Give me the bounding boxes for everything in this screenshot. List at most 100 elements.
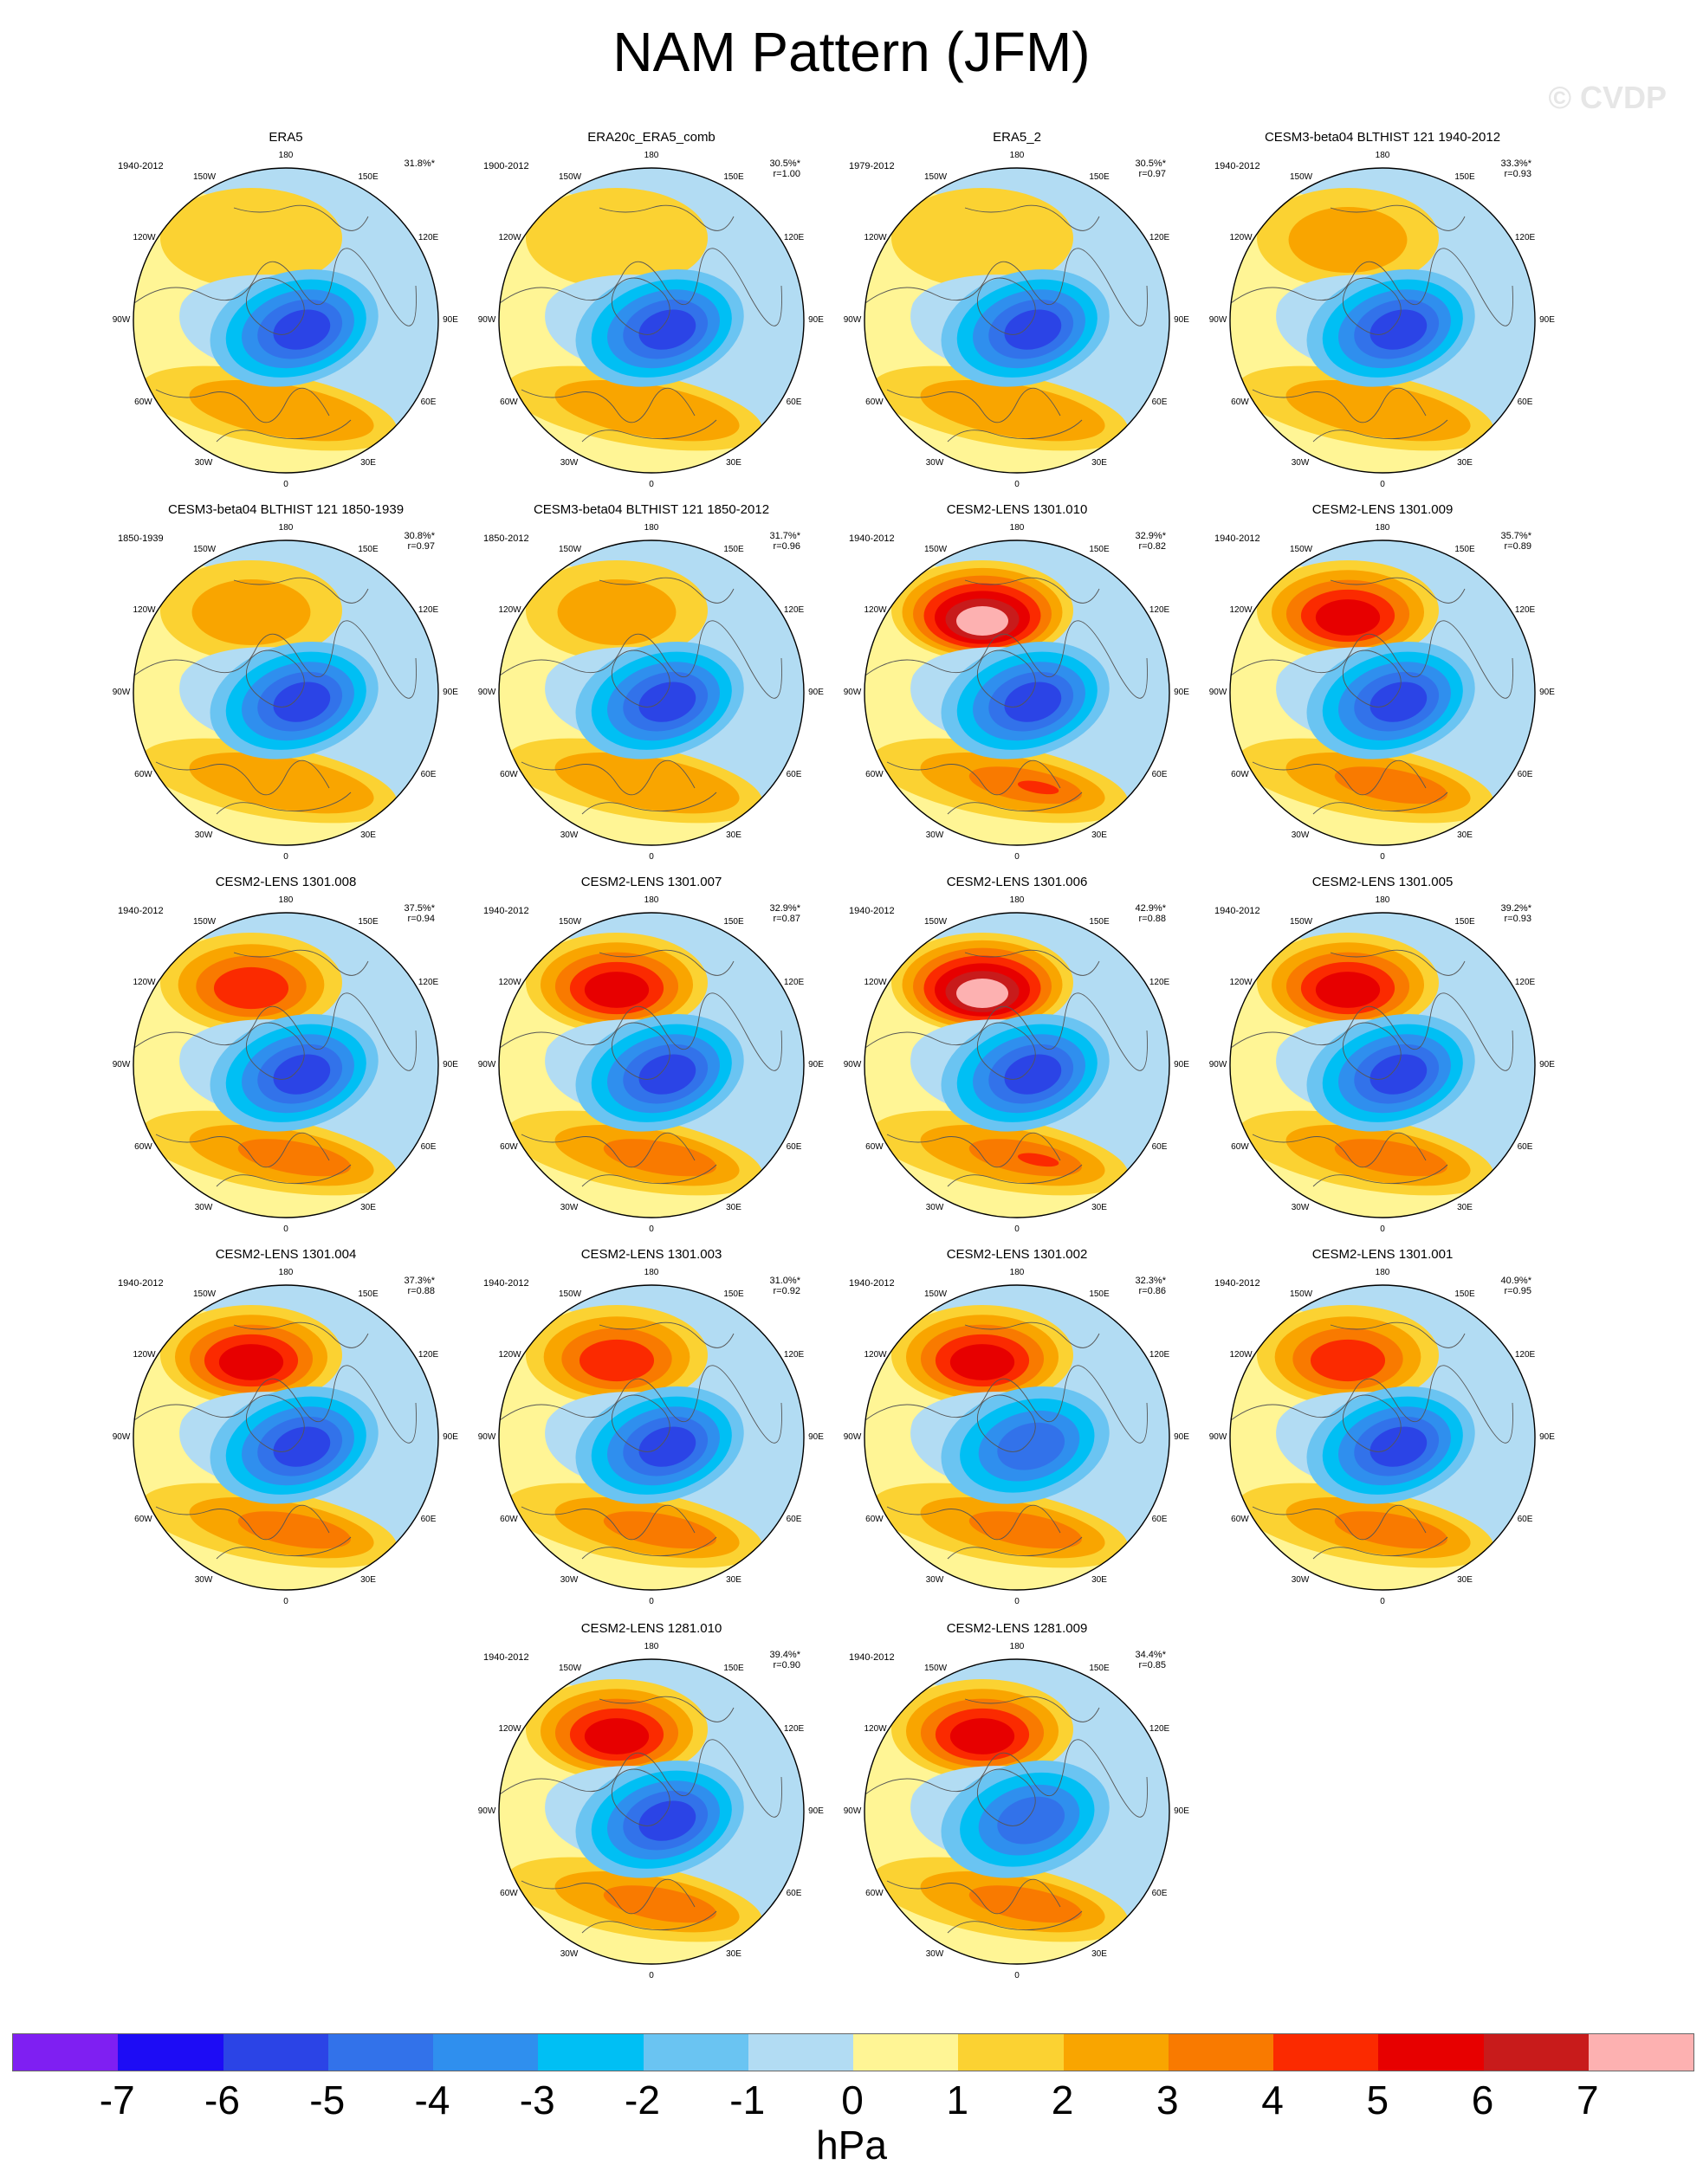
longitude-label: 120E xyxy=(783,1350,805,1360)
map-boundary xyxy=(133,912,439,1218)
longitude-label: 0 xyxy=(1380,480,1385,489)
longitude-label: 90W xyxy=(477,315,496,325)
map-panel: CESM2-LENS 1301.001 1940-2012 40.9%* r=0.95… xyxy=(1201,1247,1564,1611)
longitude-label: 60W xyxy=(865,397,884,407)
longitude-label: 150W xyxy=(1290,545,1313,555)
longitude-label: 60W xyxy=(500,397,518,407)
polar-map xyxy=(133,167,439,474)
panel-variance: 32.9%* r=0.82 xyxy=(1136,531,1166,552)
longitude-label: 120W xyxy=(864,605,887,615)
longitude-label: 60W xyxy=(1231,770,1249,779)
map-boundary xyxy=(133,167,439,474)
map-panel: CESM3-beta04 BLTHIST 121 1940-2012 1940-2… xyxy=(1201,130,1564,494)
panel-title: ERA5 xyxy=(269,130,303,145)
panel-title: CESM2-LENS 1301.007 xyxy=(580,875,722,889)
panel-variance: 31.0%* r=0.92 xyxy=(770,1276,800,1296)
longitude-label: 60E xyxy=(786,1142,802,1152)
longitude-label: 30W xyxy=(1291,457,1310,468)
longitude-label: 180 xyxy=(1375,523,1390,533)
longitude-label: 120E xyxy=(418,233,439,242)
colorbar-swatch xyxy=(643,2034,748,2071)
arctic-negative-anomaly xyxy=(638,682,696,722)
variance-explained: 37.3%* xyxy=(404,1276,435,1286)
longitude-label: 150E xyxy=(358,917,379,927)
pacific-positive-anomaly xyxy=(579,1339,655,1382)
coastlines xyxy=(499,1696,782,1934)
panel-title: CESM2-LENS 1281.009 xyxy=(946,1621,1088,1636)
figure-title: NAM Pattern (JFM) xyxy=(612,21,1091,83)
longitude-label: 0 xyxy=(1014,1971,1020,1980)
arctic-negative-anomaly xyxy=(273,309,331,350)
longitude-label: 0 xyxy=(1380,852,1385,862)
watermark: © CVDP xyxy=(1548,80,1667,115)
longitude-label: 60E xyxy=(1151,1515,1168,1524)
pacific-positive-anomaly xyxy=(949,1718,1015,1754)
variance-explained: 35.7%* xyxy=(1500,531,1531,541)
pacific-positive-anomaly xyxy=(1288,207,1408,273)
variance-explained: 34.4%* xyxy=(1135,1650,1166,1660)
longitude-label: 150E xyxy=(1089,917,1110,927)
longitude-label: 30W xyxy=(194,457,213,468)
longitude-label: 90E xyxy=(1174,1432,1189,1442)
map-panel: ERA5 1940-2012 31.8%* 180 150E 120E 90E 60E 30E 0… xyxy=(104,130,468,494)
longitude-label: 30E xyxy=(360,830,376,840)
coastlines xyxy=(864,1696,1148,1934)
panel-title: CESM2-LENS 1301.003 xyxy=(580,1247,722,1262)
longitude-label: 150W xyxy=(193,172,217,183)
map-panel: CESM3-beta04 BLTHIST 121 1850-2012 1850-2… xyxy=(469,502,833,866)
pacific-positive-anomaly xyxy=(526,188,708,288)
longitude-label: 30E xyxy=(726,1574,741,1585)
pattern-correlation: r=0.88 xyxy=(1138,914,1167,924)
weak-negative-region xyxy=(530,1659,790,1695)
longitude-label: 30E xyxy=(360,1574,376,1585)
longitude-label: 30W xyxy=(1291,830,1310,840)
coastlines xyxy=(499,949,782,1187)
polar-map xyxy=(498,1658,805,1965)
pacific-positive-anomaly xyxy=(1310,1339,1386,1382)
longitude-label: 60W xyxy=(134,1515,152,1524)
arctic-negative-anomaly xyxy=(638,309,696,350)
longitude-label: 90W xyxy=(112,315,131,325)
longitude-label: 30W xyxy=(560,1948,579,1959)
colorbar-tick-label: -5 xyxy=(309,2077,346,2123)
panel-variance: 42.9%* r=0.88 xyxy=(1136,903,1166,924)
pacific-positive-anomaly xyxy=(213,966,289,1010)
longitude-label: 60E xyxy=(1151,1142,1168,1152)
coastlines xyxy=(499,577,782,815)
longitude-label: 60E xyxy=(1151,770,1168,779)
panel-variance: 39.2%* r=0.93 xyxy=(1501,903,1531,924)
colorbar-swatch xyxy=(118,2034,223,2071)
longitude-label: 120E xyxy=(418,605,439,615)
longitude-label: 60E xyxy=(1151,397,1168,407)
polar-map xyxy=(498,1284,805,1591)
longitude-label: 60W xyxy=(134,397,152,407)
variance-explained: 32.3%* xyxy=(1135,1276,1166,1286)
weak-negative-region xyxy=(896,1285,1156,1321)
panel-years: 1979-2012 xyxy=(849,161,895,171)
longitude-label: 30E xyxy=(1091,1202,1107,1212)
longitude-label: 180 xyxy=(644,1268,659,1277)
longitude-label: 180 xyxy=(1009,1268,1025,1277)
variance-explained: 33.3%* xyxy=(1500,158,1531,169)
longitude-label: 60E xyxy=(420,1515,437,1524)
longitude-label: 150W xyxy=(1290,917,1313,927)
colorbar-swatch xyxy=(13,2034,119,2071)
panel-variance: 37.5%* r=0.94 xyxy=(405,903,435,924)
longitude-label: 150E xyxy=(723,545,744,555)
longitude-label: 120W xyxy=(1229,1350,1253,1360)
map-panel: CESM2-LENS 1301.010 1940-2012 32.9%* r=0.82… xyxy=(835,502,1199,866)
longitude-label: 180 xyxy=(278,895,294,905)
coastlines xyxy=(1230,1321,1513,1560)
coastlines xyxy=(133,577,417,815)
longitude-label: 90E xyxy=(808,1432,824,1442)
weak-negative-region xyxy=(896,168,1156,204)
longitude-label: 90E xyxy=(1539,688,1555,697)
longitude-label: 120E xyxy=(1514,233,1536,242)
map-panel: CESM2-LENS 1301.002 1940-2012 32.3%* r=0.86… xyxy=(835,1247,1199,1611)
map-panel: CESM2-LENS 1301.009 1940-2012 35.7%* r=0.89… xyxy=(1201,502,1564,866)
longitude-label: 150W xyxy=(1290,1289,1313,1300)
longitude-label: 30W xyxy=(925,830,944,840)
panel-variance: 32.9%* r=0.87 xyxy=(770,903,800,924)
arctic-negative-anomaly xyxy=(997,1422,1065,1470)
variance-explained: 42.9%* xyxy=(1135,903,1166,914)
